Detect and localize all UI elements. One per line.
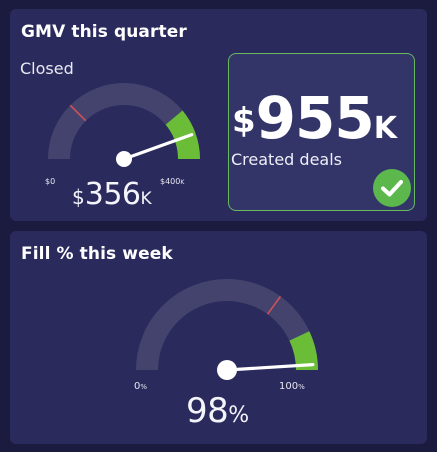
fill-gauge-target-marker: [266, 295, 282, 315]
fill-gauge-max-label: 100%: [279, 381, 305, 392]
fill-gauge-min-label: 0%: [134, 381, 147, 392]
gmv-gauge-needle: [122, 133, 194, 161]
fill-gauge-green-zone: [289, 331, 318, 371]
gmv-gauge-target-marker: [69, 104, 87, 122]
fill-gauge-needle-hub: [217, 360, 237, 380]
gmv-card-title: GMV this quarter: [21, 22, 187, 42]
fill-gauge-track: [136, 279, 318, 371]
gmv-card: GMV this quarter Closed $0 $400K $356K $…: [10, 9, 427, 221]
fill-card: Fill % this week 0% 100% 98%: [10, 231, 427, 444]
check-circle-icon: [373, 169, 411, 207]
gmv-gauge-needle-hub: [116, 151, 132, 167]
gmv-gauge-min-label: $0: [45, 177, 55, 186]
gmv-gauge-max-label: $400K: [160, 177, 185, 186]
fill-percent-value: 98%: [186, 391, 250, 431]
fill-gauge: 0% 100%: [134, 279, 318, 392]
created-deals-label: Created deals: [231, 150, 342, 169]
gmv-closed-value: $356K: [72, 177, 152, 212]
closed-label: Closed: [20, 59, 74, 78]
created-deals-value: $955K: [232, 84, 397, 152]
fill-gauge-needle: [225, 363, 315, 372]
fill-card-title: Fill % this week: [21, 244, 173, 264]
created-deals-panel: $955K Created deals: [228, 53, 415, 211]
gmv-gauge: $0 $400K: [45, 83, 200, 186]
